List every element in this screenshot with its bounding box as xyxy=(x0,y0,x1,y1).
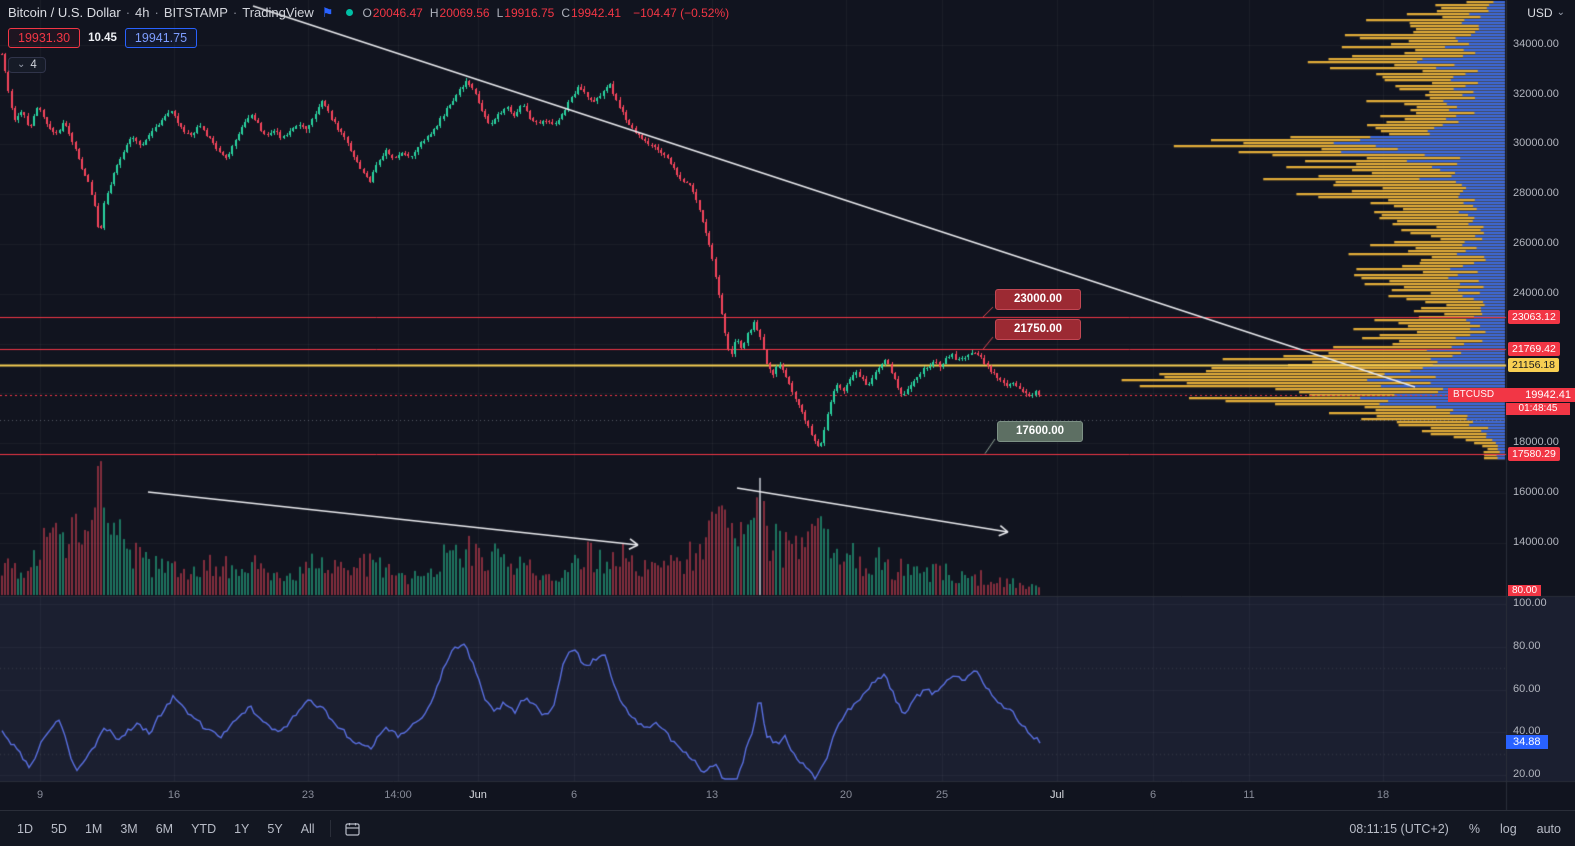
price-tick: 30000.00 xyxy=(1513,137,1559,150)
price-note-callout[interactable]: 21750.00 xyxy=(995,319,1081,340)
range-button-1m[interactable]: 1M xyxy=(84,821,103,836)
price-note-callout[interactable]: 23000.00 xyxy=(995,289,1081,310)
range-button-5y[interactable]: 5Y xyxy=(267,821,283,836)
buy-sell-widget: 19931.30 10.45 19941.75 xyxy=(8,28,729,48)
brand-label: TradingView xyxy=(242,5,314,20)
time-tick: 11 xyxy=(1243,789,1255,801)
time-tick: 25 xyxy=(935,789,949,801)
time-tick: 23 xyxy=(301,789,315,801)
range-button-1y[interactable]: 1Y xyxy=(234,821,250,836)
price-tick: 24000.00 xyxy=(1513,286,1559,299)
interval-label[interactable]: 4h xyxy=(135,5,150,20)
high-value: 20069.56 xyxy=(439,5,490,20)
price-tick: 32000.00 xyxy=(1513,87,1559,100)
date-range-buttons: 1D 5D 1M 3M 6M YTD 1Y 5Y All xyxy=(8,818,324,840)
sell-button[interactable]: 19931.30 xyxy=(8,28,81,48)
indicator-tick: 60.00 xyxy=(1513,682,1541,695)
legend-collapse-toggle[interactable]: ⌄ 4 xyxy=(8,57,46,73)
indicator-tick: 100.00 xyxy=(1513,597,1547,609)
change-value: −104.47 (−0.52%) xyxy=(633,5,730,20)
bar-countdown: 01:48:45 xyxy=(1506,402,1570,415)
indicator-tick: 40.00 xyxy=(1513,725,1541,738)
open-label: O xyxy=(362,5,372,20)
close-value: 19942.41 xyxy=(571,5,622,20)
price-level-label[interactable]: 21769.42 xyxy=(1508,342,1560,357)
time-tick: 20 xyxy=(839,789,853,801)
price-level-label[interactable]: 17580.29 xyxy=(1508,446,1560,461)
range-button-all[interactable]: All xyxy=(300,821,315,836)
symbol-header-row: Bitcoin / U.S. Dollar · 4h · BITSTAMP · … xyxy=(8,5,729,20)
last-price-symbol: BTCUSD xyxy=(1453,388,1495,400)
range-button-1d[interactable]: 1D xyxy=(17,821,33,836)
separator: · xyxy=(154,5,159,20)
clock[interactable]: 08:11:15 (UTC+2) xyxy=(1349,821,1449,836)
price-level-label[interactable]: 21156.18 xyxy=(1508,357,1560,372)
chevron-down-icon: ⌄ xyxy=(17,59,26,70)
price-tick: 34000.00 xyxy=(1513,37,1559,50)
time-tick: 6 xyxy=(570,789,578,801)
symbol-title[interactable]: Bitcoin / U.S. Dollar xyxy=(8,5,121,20)
chevron-down-icon: ⌄ xyxy=(1556,7,1565,18)
indicator-tick: 80.00 xyxy=(1513,639,1541,652)
price-level-label[interactable]: 23063.12 xyxy=(1508,310,1560,325)
range-button-5d[interactable]: 5D xyxy=(50,821,67,836)
currency-selector[interactable]: USD ⌄ xyxy=(1527,6,1565,20)
volume-value-label: 80.00 xyxy=(1508,585,1542,596)
spread-value: 10.45 xyxy=(88,32,117,44)
open-value: 20046.47 xyxy=(372,5,423,20)
close-label: C xyxy=(561,5,571,20)
legend-count: 4 xyxy=(30,59,37,71)
bottom-toolbar: 1D 5D 1M 3M 6M YTD 1Y 5Y All 08:11:15 (UTC+2) % … xyxy=(0,810,1575,846)
high-label: H xyxy=(429,5,439,20)
last-price-label: BTCUSD 19942.41 xyxy=(1448,387,1575,402)
price-tick: 28000.00 xyxy=(1513,187,1559,200)
buy-button[interactable]: 19941.75 xyxy=(124,28,198,48)
indicator-tick: 20.00 xyxy=(1513,768,1541,780)
range-button-3m[interactable]: 3M xyxy=(120,821,138,836)
auto-scale-button[interactable]: auto xyxy=(1536,821,1561,836)
time-tick: 18 xyxy=(1376,789,1390,801)
indicator-last-value: 34.88 xyxy=(1506,735,1548,750)
log-scale-button[interactable]: log xyxy=(1499,821,1517,836)
currency-label: USD xyxy=(1527,6,1553,20)
price-note-callout[interactable]: 17600.00 xyxy=(997,421,1083,442)
chart-canvas[interactable] xyxy=(0,0,1575,810)
price-tick: 26000.00 xyxy=(1513,236,1559,249)
chart-legend: Bitcoin / U.S. Dollar · 4h · BITSTAMP · … xyxy=(8,5,729,73)
range-button-6m[interactable]: 6M xyxy=(155,821,174,836)
time-tick: 13 xyxy=(705,789,719,801)
price-tick: 18000.00 xyxy=(1513,436,1559,449)
separator: · xyxy=(125,5,131,20)
price-tick: 16000.00 xyxy=(1513,485,1559,498)
ohlc-values: O 20046.47 H 20069.56 L 19916.75 C 19942.41 xyxy=(362,6,628,20)
percent-scale-button[interactable]: % xyxy=(1468,821,1480,836)
range-button-ytd[interactable]: YTD xyxy=(191,821,217,836)
exchange-label: BITSTAMP xyxy=(163,5,228,20)
flag-icon[interactable]: ⚑ xyxy=(321,5,334,20)
low-value: 19916.75 xyxy=(504,5,555,20)
time-tick: 16 xyxy=(167,789,181,801)
time-tick: Jun xyxy=(469,789,487,801)
price-tick: 14000.00 xyxy=(1513,535,1559,548)
go-to-date-icon[interactable] xyxy=(329,820,360,837)
time-tick: 14:00 xyxy=(384,789,412,801)
separator: · xyxy=(232,5,238,20)
low-label: L xyxy=(496,5,504,20)
market-status-icon xyxy=(346,9,354,16)
time-tick: Jul xyxy=(1049,789,1065,801)
time-tick: 9 xyxy=(36,789,44,801)
last-price-value: 19942.41 xyxy=(1525,388,1571,401)
time-tick: 6 xyxy=(1149,789,1157,801)
